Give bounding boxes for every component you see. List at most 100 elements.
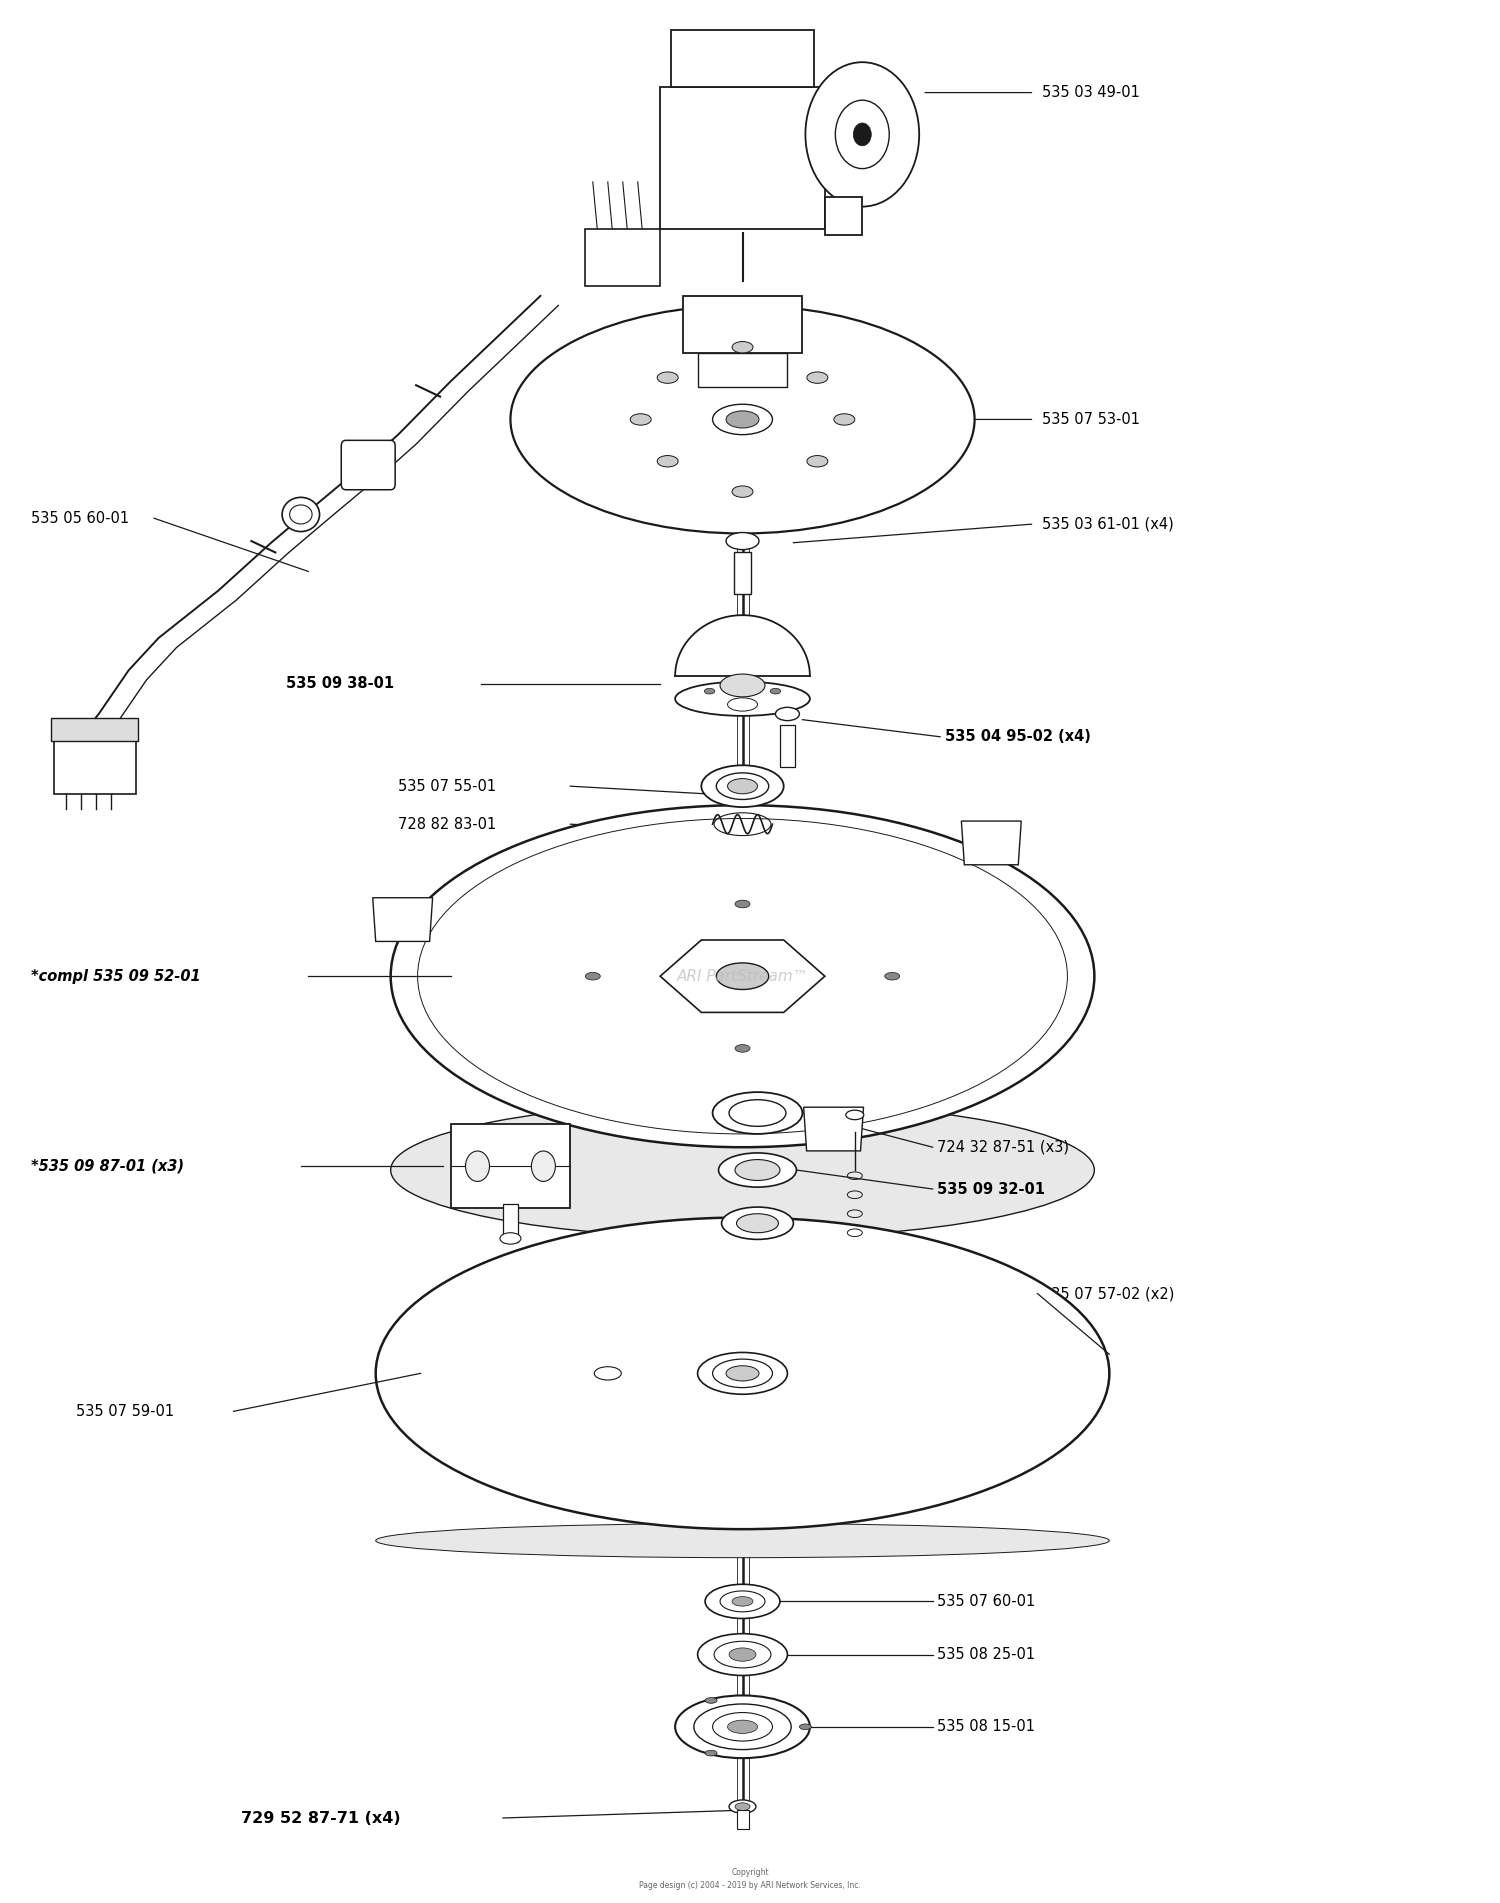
Bar	[736, 1810, 748, 1829]
Bar	[734, 552, 752, 594]
Ellipse shape	[728, 698, 758, 712]
Ellipse shape	[735, 1802, 750, 1810]
Bar	[780, 725, 795, 767]
Text: *535 09 87-01 (x3): *535 09 87-01 (x3)	[32, 1159, 184, 1174]
Ellipse shape	[718, 1153, 797, 1187]
Ellipse shape	[717, 773, 768, 799]
Ellipse shape	[290, 504, 312, 523]
Ellipse shape	[722, 1207, 794, 1239]
Text: 535 03 61-01 (x4): 535 03 61-01 (x4)	[1042, 516, 1173, 531]
Ellipse shape	[834, 413, 855, 424]
Ellipse shape	[735, 900, 750, 908]
Ellipse shape	[712, 1359, 772, 1387]
Ellipse shape	[736, 1214, 778, 1233]
Bar	[682, 297, 802, 352]
Text: 728 82 83-01: 728 82 83-01	[398, 816, 496, 832]
Ellipse shape	[630, 413, 651, 424]
Ellipse shape	[728, 778, 758, 794]
Polygon shape	[804, 1108, 864, 1151]
Text: 535 07 57-02 (x2): 535 07 57-02 (x2)	[1042, 1286, 1174, 1302]
Ellipse shape	[702, 765, 783, 807]
Text: 535 08 25-01: 535 08 25-01	[938, 1648, 1035, 1661]
Ellipse shape	[732, 1597, 753, 1606]
Ellipse shape	[594, 1366, 621, 1380]
Text: 724 32 87-51 (x3): 724 32 87-51 (x3)	[938, 1140, 1070, 1155]
Polygon shape	[660, 940, 825, 1012]
Text: 535 07 55-01: 535 07 55-01	[398, 778, 496, 794]
Ellipse shape	[694, 1703, 790, 1749]
Text: ARI PartStream™: ARI PartStream™	[676, 969, 808, 984]
Text: 535 09 32-01: 535 09 32-01	[938, 1182, 1046, 1197]
Ellipse shape	[729, 1100, 786, 1127]
Text: Copyright
Page design (c) 2004 - 2019 by ARI Network Services, Inc.: Copyright Page design (c) 2004 - 2019 by…	[639, 1869, 861, 1890]
Text: 535 07 59-01: 535 07 59-01	[76, 1404, 174, 1420]
Ellipse shape	[726, 1366, 759, 1382]
Ellipse shape	[846, 1109, 864, 1119]
Ellipse shape	[712, 1092, 803, 1134]
Circle shape	[531, 1151, 555, 1182]
Bar	[51, 717, 138, 740]
Ellipse shape	[698, 1633, 788, 1675]
Ellipse shape	[800, 1724, 812, 1730]
Text: 729 52 87-71 (x4): 729 52 87-71 (x4)	[242, 1810, 400, 1825]
Ellipse shape	[390, 805, 1095, 1148]
Ellipse shape	[717, 963, 768, 990]
Ellipse shape	[729, 1648, 756, 1661]
Circle shape	[806, 63, 919, 207]
Ellipse shape	[770, 689, 780, 695]
Ellipse shape	[375, 1218, 1110, 1530]
Ellipse shape	[705, 1697, 717, 1703]
Bar	[660, 88, 825, 230]
Ellipse shape	[705, 689, 716, 695]
Ellipse shape	[375, 1524, 1110, 1559]
Bar	[503, 1205, 518, 1243]
Text: 535 07 60-01: 535 07 60-01	[938, 1595, 1035, 1608]
Ellipse shape	[657, 371, 678, 383]
Bar	[585, 230, 660, 287]
Bar	[54, 740, 136, 794]
Ellipse shape	[735, 1159, 780, 1180]
Circle shape	[853, 124, 871, 147]
Ellipse shape	[720, 1591, 765, 1612]
Ellipse shape	[657, 455, 678, 466]
Text: *compl 535 09 52-01: *compl 535 09 52-01	[32, 969, 201, 984]
Ellipse shape	[712, 1713, 772, 1741]
Ellipse shape	[705, 1585, 780, 1618]
Text: 535 07 53-01: 535 07 53-01	[1042, 411, 1140, 426]
Ellipse shape	[675, 1696, 810, 1758]
Ellipse shape	[729, 1800, 756, 1814]
Text: 535 03 49-01: 535 03 49-01	[1042, 86, 1140, 101]
Ellipse shape	[712, 403, 772, 434]
Polygon shape	[372, 898, 432, 942]
Ellipse shape	[714, 1640, 771, 1667]
Text: 535 09 38-01: 535 09 38-01	[286, 676, 394, 691]
Bar	[698, 352, 788, 386]
Ellipse shape	[500, 1233, 520, 1245]
Ellipse shape	[732, 485, 753, 497]
Ellipse shape	[726, 533, 759, 550]
Ellipse shape	[735, 1045, 750, 1052]
Ellipse shape	[585, 972, 600, 980]
Ellipse shape	[675, 681, 810, 716]
Ellipse shape	[885, 972, 900, 980]
Ellipse shape	[732, 341, 753, 352]
Bar	[670, 30, 814, 88]
Ellipse shape	[698, 1353, 788, 1395]
Circle shape	[465, 1151, 489, 1182]
Ellipse shape	[807, 455, 828, 466]
Bar	[450, 1125, 570, 1208]
Ellipse shape	[807, 371, 828, 383]
Ellipse shape	[705, 1751, 717, 1756]
Text: 535 08 15-01: 535 08 15-01	[938, 1718, 1035, 1734]
Bar	[825, 198, 862, 236]
Text: 535 04 95-02 (x4): 535 04 95-02 (x4)	[945, 729, 1090, 744]
Text: 535 05 60-01: 535 05 60-01	[32, 510, 129, 525]
Ellipse shape	[720, 674, 765, 696]
Ellipse shape	[776, 708, 800, 721]
Ellipse shape	[510, 304, 975, 533]
Ellipse shape	[282, 497, 320, 531]
FancyBboxPatch shape	[342, 440, 394, 489]
Polygon shape	[962, 820, 1022, 864]
Ellipse shape	[390, 1102, 1095, 1239]
Ellipse shape	[728, 1720, 758, 1734]
